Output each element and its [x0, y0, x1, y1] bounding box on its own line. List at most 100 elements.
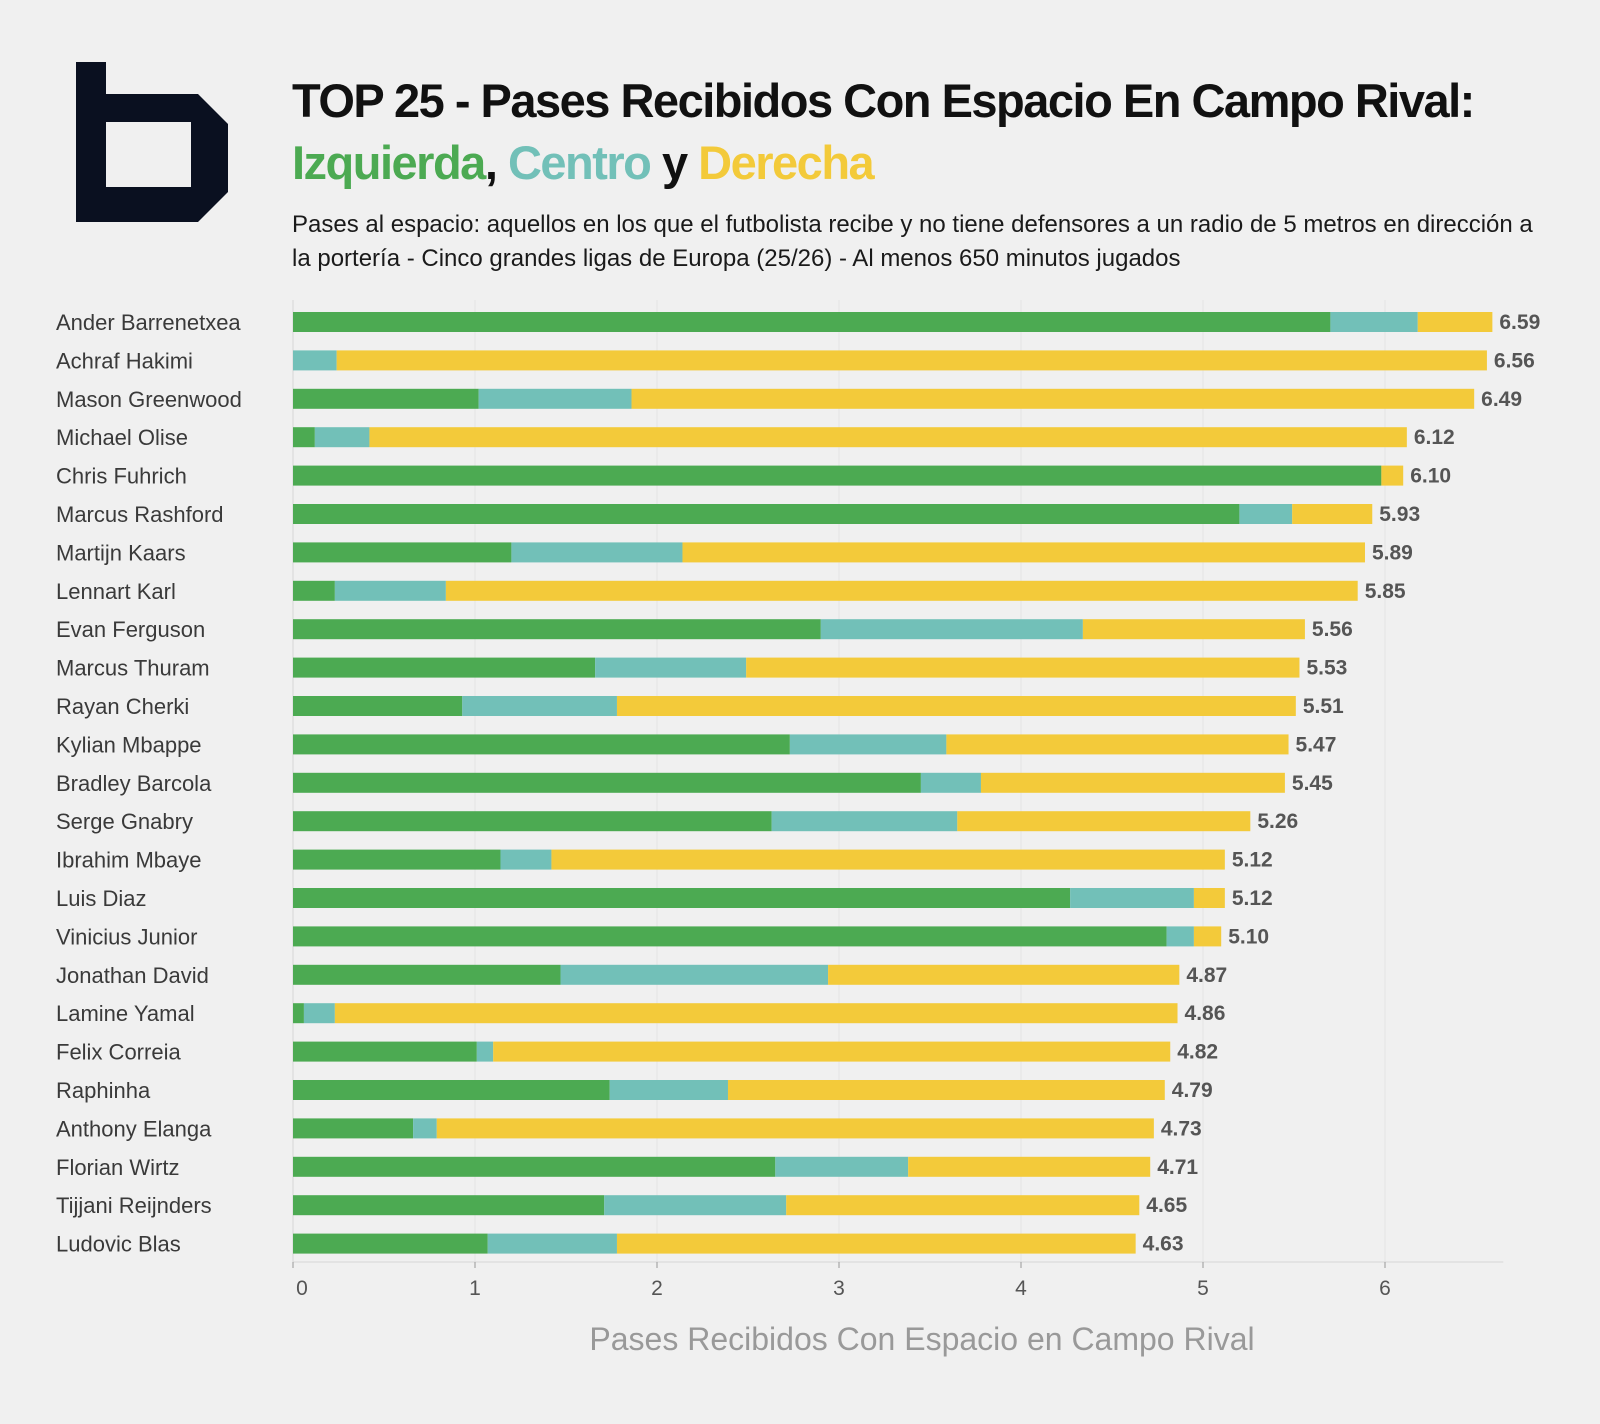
- total-value-label: 5.47: [1296, 733, 1337, 756]
- bar-segment-izquierda: [293, 580, 335, 601]
- total-value-label: 4.63: [1143, 1233, 1184, 1256]
- bar-segment-izquierda: [293, 926, 1167, 947]
- total-value-label: 6.12: [1414, 426, 1455, 449]
- bar-segment-derecha: [786, 1195, 1140, 1216]
- bar-segment-derecha: [1292, 504, 1373, 524]
- bar-segment-derecha: [746, 657, 1300, 678]
- total-value-label: 5.45: [1292, 772, 1333, 795]
- bar-segment-derecha: [957, 811, 1251, 832]
- bar-segment-izquierda: [293, 1156, 776, 1177]
- bar-segment-derecha: [1381, 465, 1404, 486]
- title-left: Izquierda: [292, 136, 486, 189]
- total-value-label: 4.65: [1146, 1194, 1187, 1217]
- player-name-label: Florian Wirtz: [56, 1155, 179, 1180]
- bar-segment-izquierda: [293, 1233, 488, 1254]
- player-name-label: Anthony Elanga: [56, 1116, 212, 1141]
- bar-segment-centro: [487, 1233, 617, 1254]
- bar-segment-derecha: [445, 580, 1358, 601]
- bar-segment-centro: [293, 350, 337, 371]
- x-tick-label: 1: [469, 1277, 481, 1300]
- bar-segment-izquierda: [293, 1195, 605, 1216]
- bar-segment-centro: [604, 1195, 787, 1216]
- bar-segment-derecha: [436, 1118, 1154, 1139]
- bar-segment-centro: [920, 772, 981, 793]
- bar-segment-izquierda: [293, 388, 479, 409]
- bar-segment-derecha: [616, 696, 1296, 716]
- bar-segment-izquierda: [293, 696, 463, 716]
- bar-segment-derecha: [616, 1233, 1136, 1254]
- player-name-label: Evan Ferguson: [56, 617, 205, 642]
- total-value-label: 5.12: [1232, 887, 1273, 910]
- bar-segment-derecha: [980, 772, 1285, 793]
- total-value-label: 6.59: [1499, 311, 1540, 334]
- total-value-label: 4.73: [1161, 1117, 1202, 1140]
- player-name-label: Martijn Kaars: [56, 540, 186, 565]
- x-tick-label: 3: [833, 1277, 845, 1300]
- title-center: Centro: [507, 136, 652, 189]
- x-tick-label: 6: [1379, 1277, 1391, 1300]
- bar-segment-centro: [1239, 504, 1293, 524]
- player-name-label: Raphinha: [56, 1078, 151, 1103]
- player-name-label: Marcus Rashford: [56, 502, 224, 527]
- total-value-label: 5.89: [1372, 541, 1413, 564]
- player-name-label: Luis Diaz: [56, 886, 146, 911]
- bar-segment-centro: [1070, 888, 1194, 908]
- total-value-label: 4.87: [1186, 964, 1227, 987]
- bar-segment-izquierda: [293, 657, 596, 678]
- player-name-label: Kylian Mbappe: [56, 732, 202, 757]
- player-name-label: Rayan Cherki: [56, 694, 189, 719]
- player-name-label: Felix Correia: [56, 1040, 181, 1065]
- bar-segment-derecha: [369, 427, 1407, 448]
- total-value-label: 5.93: [1379, 503, 1420, 526]
- player-name-label: Lennart Karl: [56, 579, 176, 604]
- bar-segment-derecha: [682, 542, 1365, 563]
- title-sep: ,: [484, 136, 498, 189]
- player-name-label: Vinicius Junior: [56, 924, 197, 949]
- bar-segment-centro: [595, 657, 747, 678]
- bar-segment-centro: [789, 734, 947, 755]
- bar-segment-izquierda: [293, 427, 315, 448]
- bar-segment-izquierda: [293, 772, 921, 793]
- bar-segment-izquierda: [293, 1080, 610, 1100]
- bar-segment-derecha: [946, 734, 1289, 755]
- bar-segment-derecha: [334, 1003, 1178, 1024]
- total-value-label: 5.26: [1257, 810, 1298, 833]
- bar-segment-centro: [500, 849, 552, 870]
- bar-segment-izquierda: [293, 849, 501, 870]
- bar-segment-izquierda: [293, 811, 772, 832]
- total-value-label: 4.82: [1177, 1041, 1218, 1064]
- bar-segment-derecha: [828, 964, 1180, 985]
- x-tick-label: 5: [1197, 1277, 1209, 1300]
- total-value-label: 5.12: [1232, 849, 1273, 872]
- bar-segment-izquierda: [293, 964, 561, 985]
- chart-subtitle: Pases al espacio: aquellos en los que el…: [292, 211, 1533, 272]
- player-name-label: Bradley Barcola: [56, 771, 212, 796]
- bar-segment-centro: [334, 580, 446, 601]
- bar-segment-centro: [771, 811, 958, 832]
- bar-segment-derecha: [1417, 312, 1493, 332]
- total-value-label: 5.53: [1306, 657, 1347, 680]
- bar-segment-centro: [478, 388, 632, 409]
- bar-segment-derecha: [631, 388, 1475, 409]
- bar-segment-izquierda: [293, 1041, 477, 1062]
- player-name-label: Lamine Yamal: [56, 1001, 195, 1026]
- player-name-label: Ibrahim Mbaye: [56, 848, 202, 873]
- x-tick-label: 0: [296, 1277, 308, 1300]
- player-name-label: Jonathan David: [56, 963, 209, 988]
- title-and: y: [661, 136, 688, 189]
- x-tick-label: 4: [1015, 1277, 1027, 1300]
- bar-segment-izquierda: [293, 734, 790, 755]
- bar-segment-izquierda: [293, 504, 1240, 524]
- player-name-label: Michael Olise: [56, 425, 188, 450]
- bar-segment-centro: [413, 1118, 437, 1139]
- title-right: Derecha: [698, 136, 875, 189]
- bar-segment-izquierda: [293, 542, 512, 563]
- player-name-label: Achraf Hakimi: [56, 348, 193, 373]
- bar-segment-derecha: [1082, 619, 1305, 640]
- bar-segment-centro: [560, 964, 829, 985]
- bar-segment-derecha: [493, 1041, 1171, 1062]
- bar-segment-derecha: [336, 350, 1487, 371]
- player-name-label: Marcus Thuram: [56, 656, 210, 681]
- title-main: TOP 25 - Pases Recibidos Con Espacio En …: [292, 74, 1475, 127]
